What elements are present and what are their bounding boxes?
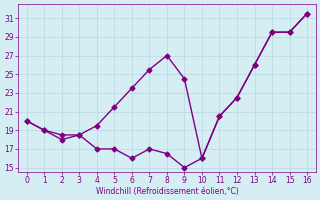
X-axis label: Windchill (Refroidissement éolien,°C): Windchill (Refroidissement éolien,°C) (96, 187, 238, 196)
